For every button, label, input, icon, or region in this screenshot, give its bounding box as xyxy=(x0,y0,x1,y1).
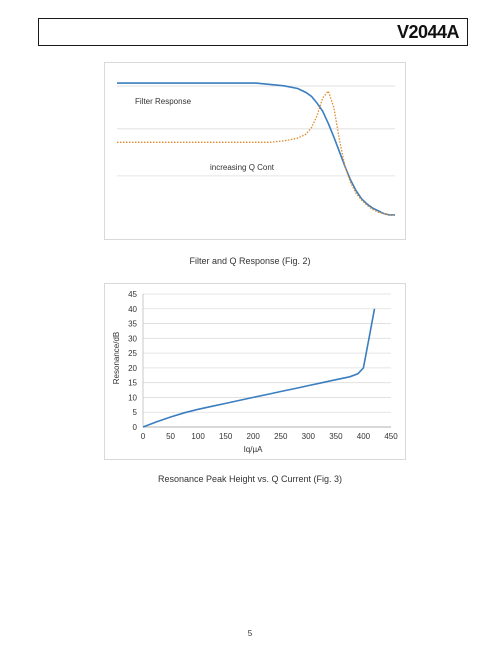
fig3-y-axis-label: Resonance/dB xyxy=(112,332,121,384)
fig3-y-tick-label: 10 xyxy=(128,393,137,402)
fig3-caption: Resonance Peak Height vs. Q Current (Fig… xyxy=(157,474,343,484)
fig3-y-tick-label: 30 xyxy=(128,334,137,343)
fig3-x-tick-label: 50 xyxy=(166,432,175,441)
fig3-x-tick-label: 300 xyxy=(302,432,316,441)
fig2-chart: Filter Response increasing Q Cont xyxy=(117,82,395,216)
fig3-y-tick-label: 5 xyxy=(133,408,138,417)
fig3-chart-frame: 0 5 10 15 20 25 30 35 40 45 0 50 100 150 200 250 300 350 4… xyxy=(104,283,406,460)
fig3-y-tick-label: 20 xyxy=(128,364,137,373)
fig3-x-tick-label: 200 xyxy=(247,432,261,441)
fig3-y-tick-label: 0 xyxy=(133,423,138,432)
fig3-x-tick-label: 450 xyxy=(384,432,398,441)
fig3-series-line-1 xyxy=(142,308,376,428)
fig3-x-tick-label: 350 xyxy=(329,432,343,441)
page-number: 5 xyxy=(247,629,253,638)
fig3-y-tick-label: 40 xyxy=(128,305,137,314)
fig2-series-line-2 xyxy=(117,89,395,216)
fig3-x-tick-label: 400 xyxy=(357,432,371,441)
fig3-x-tick-label: 250 xyxy=(274,432,288,441)
fig3-x-tick-label: 0 xyxy=(141,432,146,441)
fig3-x-tick-label: 100 xyxy=(191,432,205,441)
fig2-series-line-1 xyxy=(117,82,395,216)
fig3-x-tick-label: 150 xyxy=(219,432,233,441)
fig2-chart-frame: Filter Response increasing Q Cont xyxy=(104,62,406,240)
fig3-y-tick-label: 35 xyxy=(128,320,137,329)
document-title: V2044A xyxy=(396,22,460,42)
fig3-y-tick-label: 25 xyxy=(128,349,137,358)
fig2-caption: Filter and Q Response (Fig. 2) xyxy=(189,256,311,266)
header-box: V2044A xyxy=(38,18,468,46)
fig3-x-axis-label: Iq/µA xyxy=(244,445,264,454)
fig2-annotation-filter-response: Filter Response xyxy=(135,97,192,106)
fig3-y-tick-label: 45 xyxy=(128,290,137,299)
fig3-y-tick-label: 15 xyxy=(128,379,137,388)
fig2-annotation-increasing-q: increasing Q Cont xyxy=(210,163,275,172)
